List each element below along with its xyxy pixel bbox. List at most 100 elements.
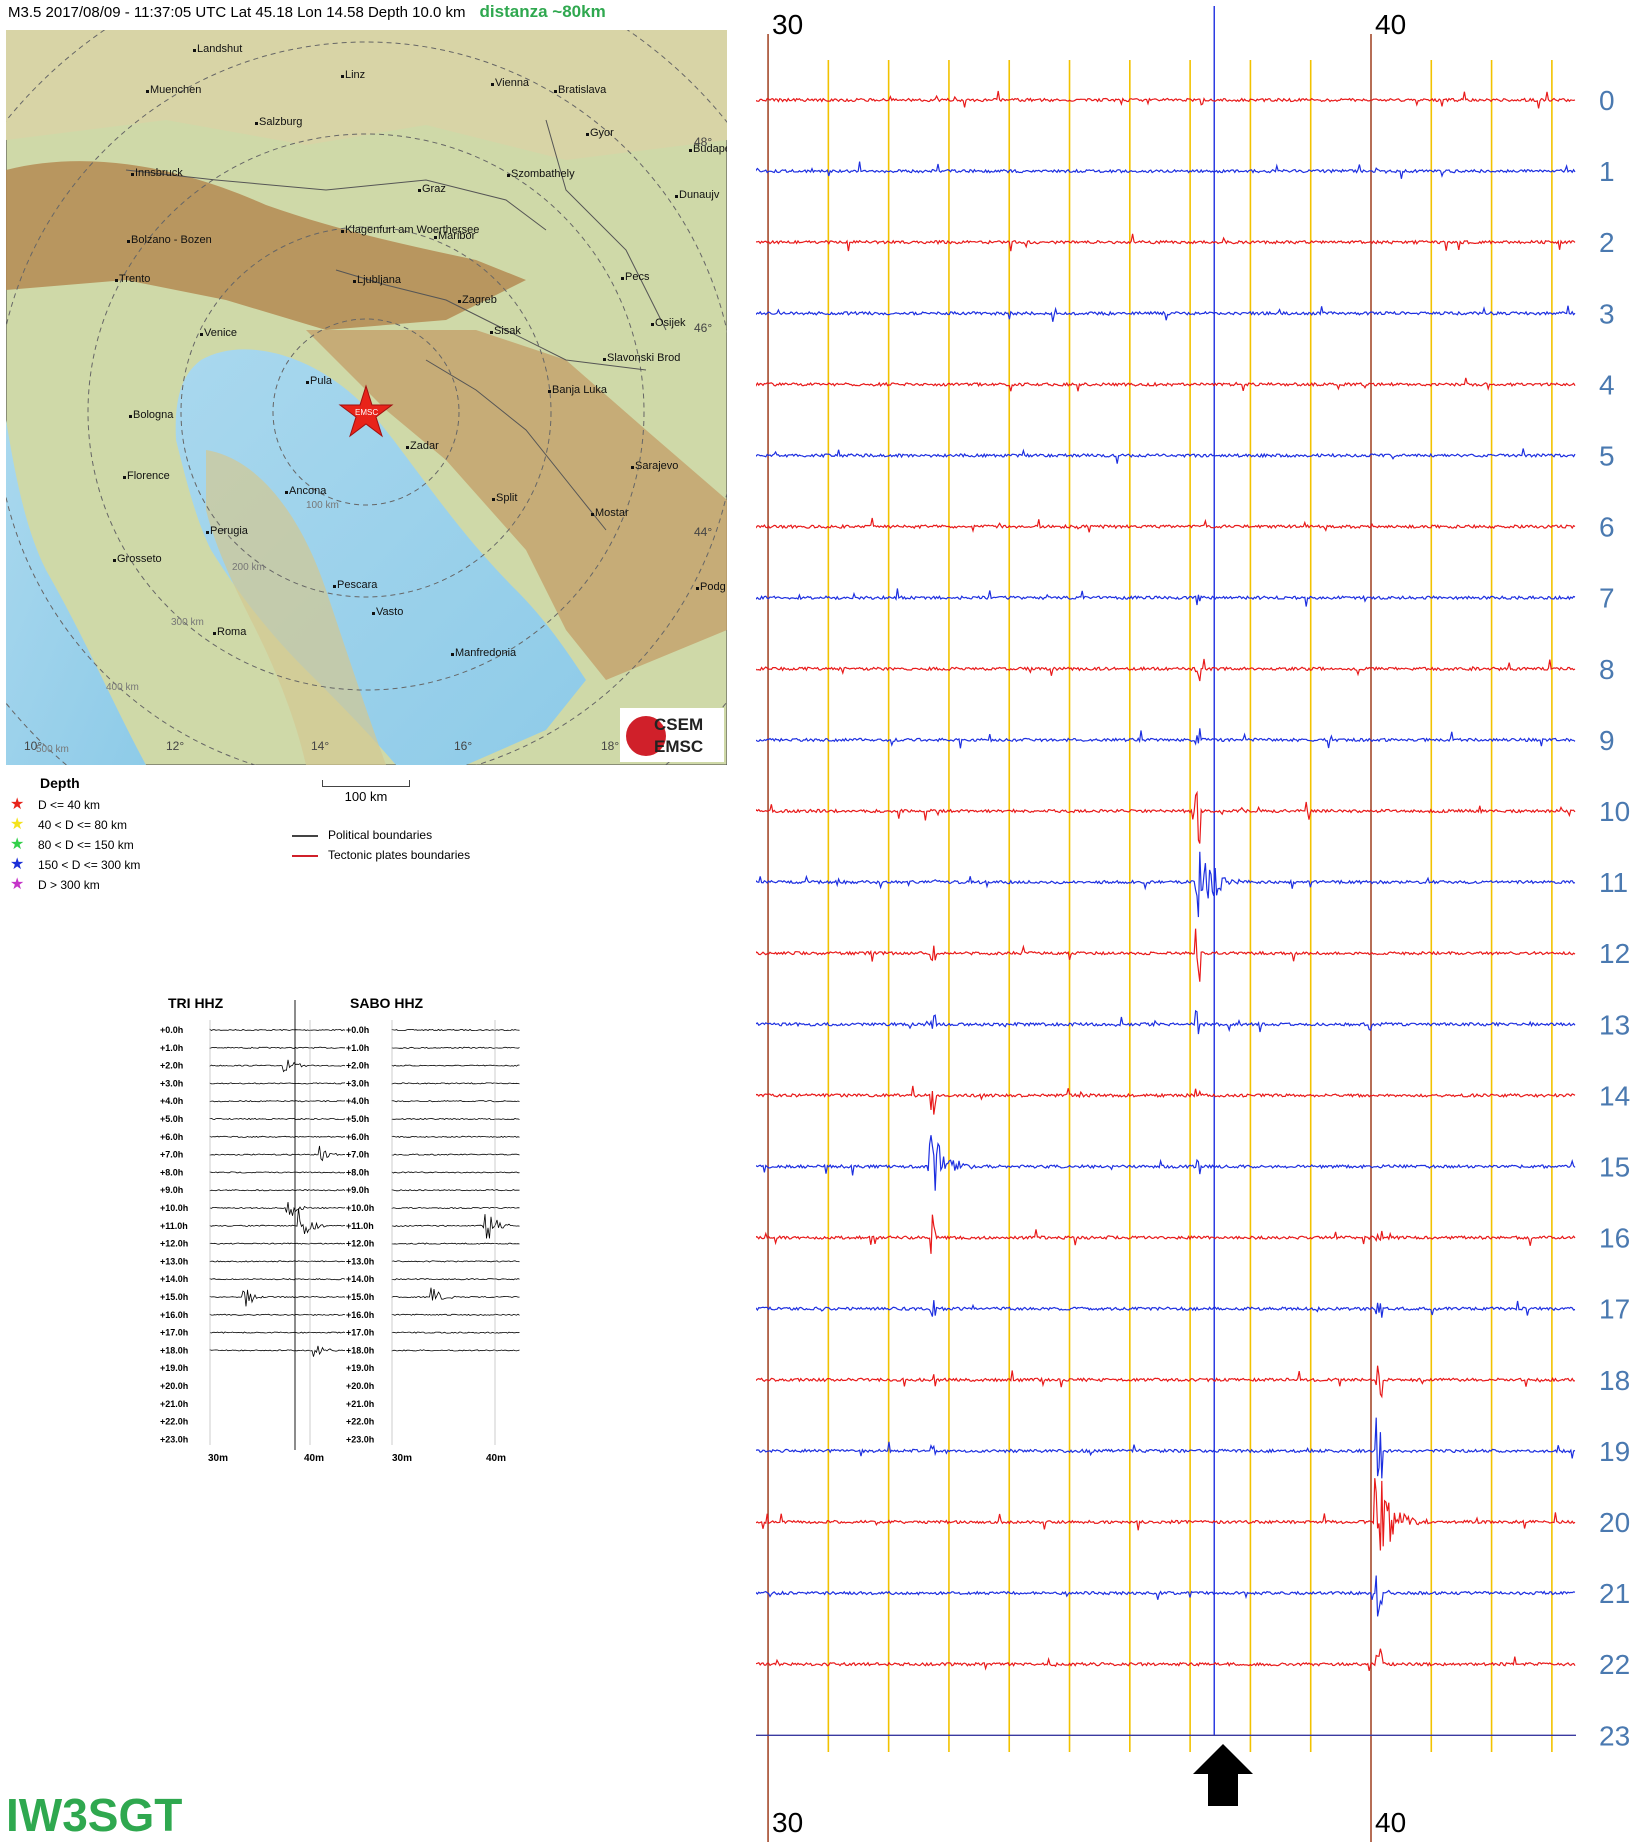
trace-line [756,1085,1576,1115]
mini-trace [209,1345,346,1357]
blue-star-icon: ★ [10,856,25,873]
trace-line [756,728,1576,749]
lon-label: 16° [454,739,472,753]
mini-hour-label: +22.0h [160,1417,188,1427]
legend-item: ★ D > 300 km [10,876,100,893]
station-a-label: TRI HHZ [168,995,224,1011]
row-hour-label: 20 [1599,1507,1630,1538]
city-label: Dunaujv [679,189,720,201]
city-dot-icon [255,122,258,125]
mini-hour-label: +10.0h [160,1203,188,1213]
mini-trace [209,1289,346,1307]
trace-line [756,790,1576,844]
city-label: Osijek [655,317,686,329]
city-label: Bratislava [558,84,607,96]
city-label: Zadar [410,440,439,452]
mini-trace [391,1117,520,1121]
city-dot-icon [127,240,130,243]
row-hour-label: 16 [1599,1223,1630,1254]
mini-hour-label: +23.0h [160,1434,188,1444]
city-label: Zagreb [462,294,497,306]
mini-trace [391,1064,520,1067]
mini-trace [391,1242,520,1245]
mini-hour-label: +20.0h [160,1381,188,1391]
map-scale: 100 km [322,780,410,804]
mini-hour-label: +19.0h [346,1363,374,1373]
mini-trace [391,1028,520,1032]
mini-trace [209,1260,346,1263]
city-dot-icon [123,476,126,479]
city-dot-icon [285,491,288,494]
trace-line [756,928,1576,982]
city-label: Pescara [337,579,378,591]
trace-line [756,517,1576,533]
city-dot-icon [490,331,493,334]
event-info: M3.5 2017/08/09 - 11:37:05 UTC Lat 45.18… [8,4,466,21]
mini-hour-label: +9.0h [160,1185,183,1195]
row-hour-label: 11 [1599,867,1628,898]
city-label: Split [496,492,517,504]
mini-trace [209,1117,346,1121]
mini-trace [391,1278,520,1281]
row-hour-label: 18 [1599,1365,1630,1396]
city-dot-icon [507,174,510,177]
boundary-legend: Political boundaries Tectonic plates bou… [292,825,470,865]
mini-hour-label: +0.0h [160,1025,183,1035]
city-dot-icon [434,236,437,239]
mini-hour-label: +12.0h [346,1239,374,1249]
legend-title: Depth [40,775,80,791]
mini-hour-label: +19.0h [160,1363,188,1373]
tectonic-line-icon [292,854,318,857]
mini-hour-label: +16.0h [160,1310,188,1320]
station-b-label: SABO HHZ [350,995,424,1011]
epicenter-map: Landshut Linz Vienna Bratislava Muenchen Salz… [6,30,727,765]
mini-trace [391,1100,520,1103]
bottom-tick-label: 40 [1375,1807,1406,1838]
mini-hour-label: +9.0h [346,1185,369,1195]
mini-hour-label: +3.0h [346,1078,369,1088]
mini-hour-label: +5.0h [160,1114,183,1124]
trace-line [756,1478,1576,1551]
depth-legend: Depth ★ D <= 40 km ★ 40 < D <= 80 km ★ 80 <… [8,775,140,895]
city-label: Budape [693,143,727,155]
city-dot-icon [548,390,551,393]
city-label: Pecs [625,271,650,283]
mini-trace [209,1100,346,1103]
distance-label: distanza ~80km [479,2,606,21]
row-hour-label: 23 [1599,1720,1630,1751]
city-label: Vasto [376,606,403,618]
mini-x-tick: 30m [208,1453,228,1464]
mini-hour-label: +4.0h [346,1096,369,1106]
mini-hour-label: +15.0h [160,1292,188,1302]
bottom-tick-label: 30 [772,1807,803,1838]
mini-trace [209,1331,346,1334]
city-dot-icon [591,513,594,516]
mini-hour-label: +7.0h [346,1150,369,1160]
lon-label: 12° [166,739,184,753]
mini-hour-label: +11.0h [346,1221,374,1231]
trace-line [756,233,1576,252]
row-hour-label: 2 [1599,227,1615,258]
mini-x-tick: 40m [486,1453,506,1464]
ring-label: 200 km [232,562,265,573]
city-dot-icon [193,49,196,52]
city-dot-icon [146,90,149,93]
city-dot-icon [418,189,421,192]
mini-hour-label: +13.0h [346,1256,374,1266]
trace-line [756,1365,1576,1399]
city-label: Maribor [438,230,476,242]
mini-hour-label: +13.0h [160,1256,188,1266]
city-dot-icon [621,277,624,280]
green-star-icon: ★ [10,836,25,853]
mini-hour-label: +3.0h [160,1078,183,1088]
mini-trace [209,1242,346,1245]
mini-hour-label: +1.0h [346,1043,369,1053]
city-label: Ancona [289,485,327,497]
city-label: Graz [422,183,446,195]
row-hour-label: 13 [1599,1009,1630,1040]
city-label: Gyor [590,127,614,139]
mini-trace [209,1145,346,1162]
mini-hour-label: +18.0h [346,1345,374,1355]
mini-hour-label: +6.0h [346,1132,369,1142]
legend-item: ★ 150 < D <= 300 km [10,856,141,873]
